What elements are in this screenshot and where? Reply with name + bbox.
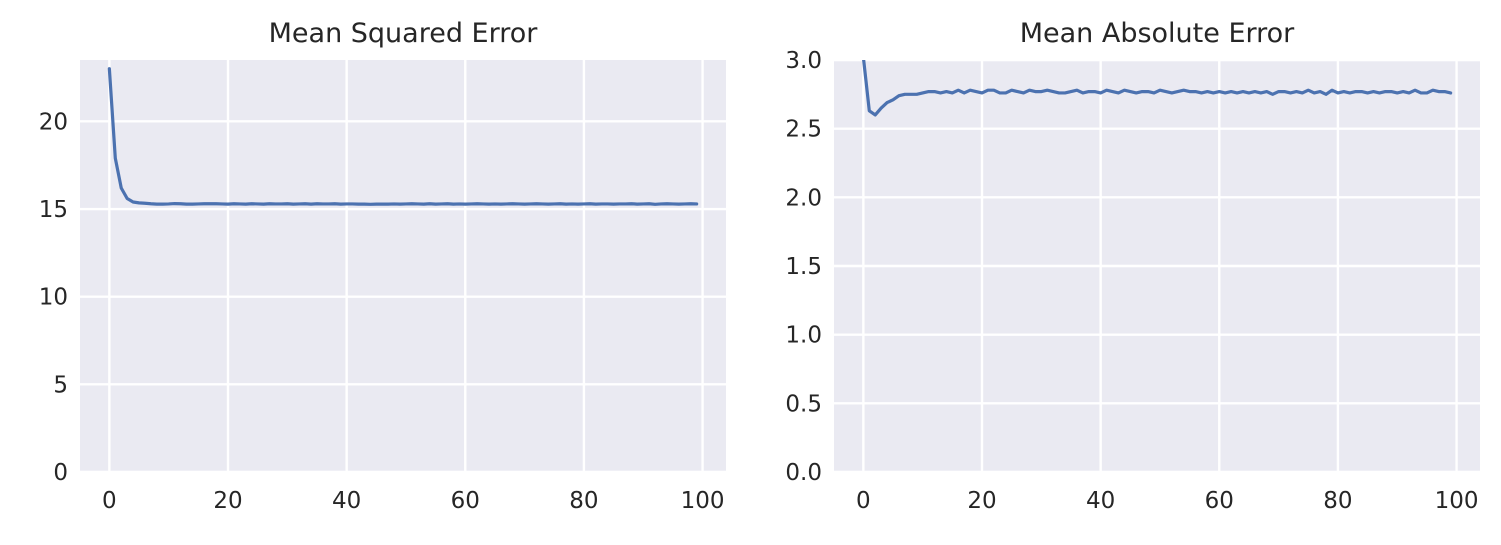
mae-series-layer: [862, 60, 1453, 117]
mse-x-tick-label: 100: [681, 488, 725, 514]
mse-series-layer: [107, 67, 699, 206]
mae-y-tick-label: 0.5: [785, 391, 822, 417]
mae-x-tick-label: 20: [967, 488, 996, 514]
mse-y-tick-label: 20: [39, 109, 68, 135]
mae-y-tick-label: 0.0: [785, 460, 822, 486]
mse-x-tick-label: 0: [102, 488, 117, 514]
mse-gridlines: [80, 60, 726, 474]
mae-x-tick-label: 0: [856, 488, 871, 514]
mae-y-tick-label: 1.0: [785, 323, 822, 349]
mse-y-tick-label: 5: [53, 372, 68, 398]
mse-x-tick-label: 80: [569, 488, 598, 514]
mae-y-tick-label: 2.0: [785, 185, 822, 211]
mse-y-tick-label: 0: [53, 460, 68, 486]
mse-x-tick-label: 60: [451, 488, 480, 514]
mse-series-line: [107, 67, 699, 206]
mae-y-tick-label: 1.5: [785, 254, 822, 280]
mae-tick-labels: 0 20 40 60 80 100 0.0 0.5 1.0 1.5 2.0 2.5 3.0: [785, 48, 1478, 514]
mae-x-tick-label: 80: [1323, 488, 1352, 514]
mse-y-tick-label: 10: [39, 285, 68, 311]
mae-x-tick-label: 60: [1205, 488, 1234, 514]
mae-y-tick-label: 3.0: [785, 48, 822, 74]
mae-x-tick-label: 100: [1435, 488, 1479, 514]
mse-x-tick-label: 20: [213, 488, 242, 514]
mae-y-tick-label: 2.5: [785, 117, 822, 143]
mae-chart-panel: 0 20 40 60 80 100 0.0 0.5 1.0 1.5 2.0 2.5 3.0 Mean A…: [785, 18, 1480, 514]
mse-chart-panel: 0 20 40 60 80 100 0 5 10 15 20 Mean Squared Error: [39, 18, 726, 514]
mse-chart-title: Mean Squared Error: [269, 18, 539, 49]
mse-x-tick-label: 40: [332, 488, 361, 514]
mae-chart-title: Mean Absolute Error: [1020, 18, 1295, 49]
mae-series-line: [862, 60, 1453, 117]
mse-y-tick-label: 15: [39, 197, 68, 223]
mae-gridlines: [834, 58, 1480, 474]
mse-plot-area: [80, 60, 726, 472]
mse-tick-labels: 0 20 40 60 80 100 0 5 10 15 20: [39, 109, 725, 514]
mae-x-tick-label: 40: [1086, 488, 1115, 514]
